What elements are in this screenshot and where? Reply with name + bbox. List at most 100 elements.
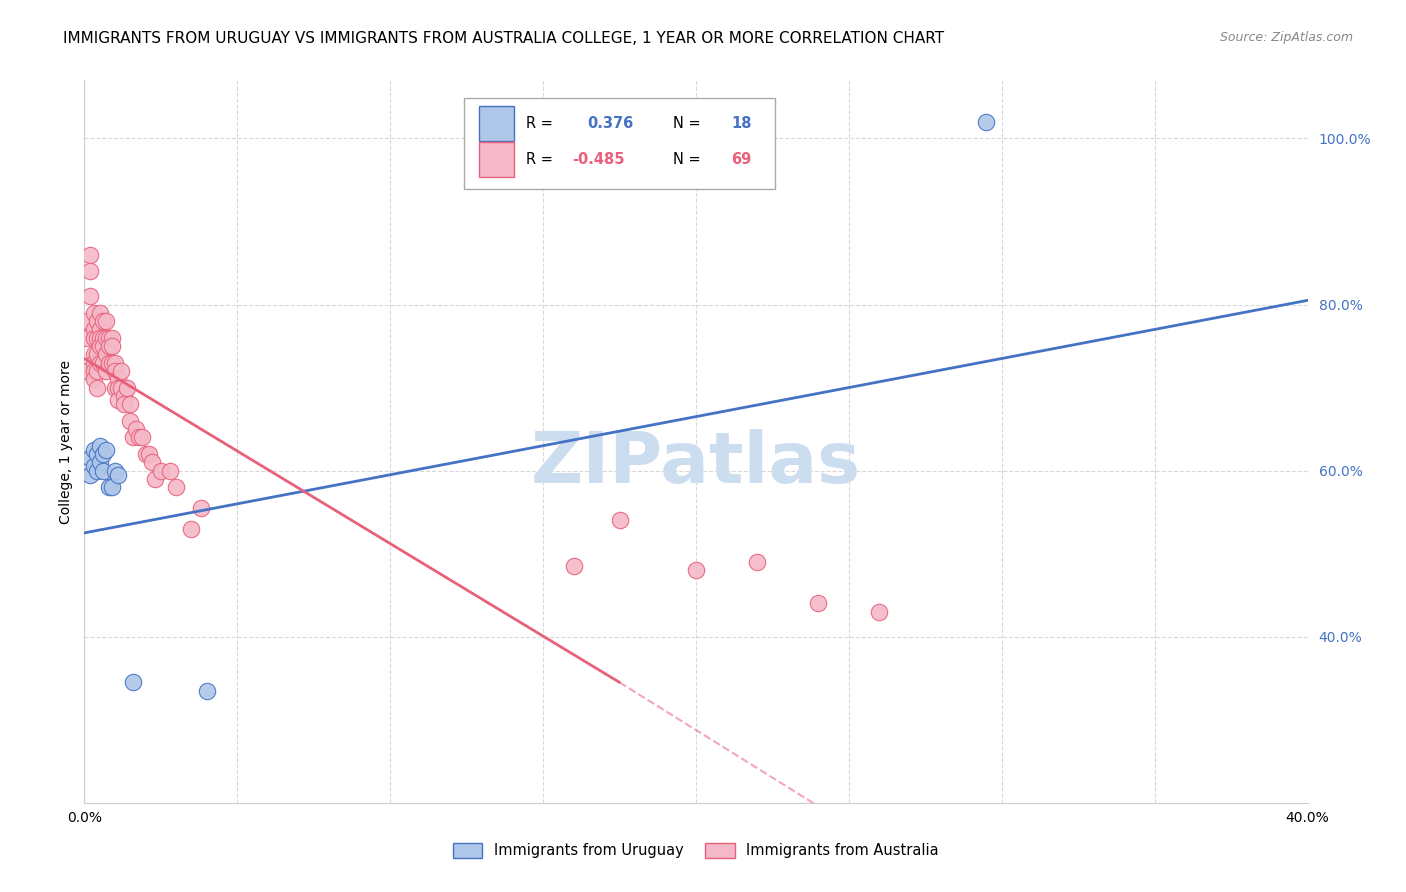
Text: N =: N = [672,153,700,168]
Point [128,430,150,444]
Point [107,380,129,394]
Point [94,442,117,457]
Point [120,414,142,428]
Point [110,364,132,378]
Point [159,464,181,478]
Point [86,364,108,378]
Legend: Immigrants from Uruguay, Immigrants from Australia: Immigrants from Uruguay, Immigrants from… [447,837,945,864]
Point [112,397,135,411]
Text: ZIPatlas: ZIPatlas [531,429,860,498]
Point [180,522,202,536]
Point [107,392,129,407]
Point [89,356,111,370]
Point [97,339,120,353]
Point [76,314,98,328]
Point [76,364,98,378]
Point [86,447,108,461]
FancyBboxPatch shape [464,98,776,189]
Point [89,331,111,345]
Point [104,464,127,478]
Point [190,500,212,515]
Text: R =: R = [526,116,553,131]
Point [101,356,124,370]
Point [195,683,218,698]
Point [976,115,998,129]
Point [89,439,111,453]
Point [94,314,117,328]
Point [83,322,105,336]
Text: 18: 18 [731,116,752,131]
Point [138,447,160,461]
Point [89,306,111,320]
Point [101,331,124,345]
Point [83,372,105,386]
Point [165,480,187,494]
Point [76,331,98,345]
Point [97,356,120,370]
Point [86,347,108,361]
Bar [479,106,513,141]
Point [101,480,124,494]
Point [131,430,153,444]
Point [89,455,111,469]
Point [83,306,105,320]
Point [86,314,108,328]
Point [89,339,111,353]
Point [97,480,120,494]
Point [149,464,172,478]
Text: 69: 69 [731,153,752,168]
Point [104,364,127,378]
Point [115,380,138,394]
Point [94,331,117,345]
Point [79,289,101,303]
Point [125,422,148,436]
Point [97,331,120,345]
Point [122,675,145,690]
Point [83,347,105,361]
Point [104,380,127,394]
Text: 0.376: 0.376 [588,116,633,131]
Point [86,464,108,478]
Point [86,331,108,345]
Text: N =: N = [672,116,700,131]
Point [110,380,132,394]
Point [91,314,114,328]
Point [94,364,117,378]
Point [91,464,114,478]
Point [101,339,124,353]
Point [79,467,101,482]
Point [83,442,105,457]
Point [79,451,101,466]
Point [79,248,101,262]
Point [107,467,129,482]
Text: IMMIGRANTS FROM URUGUAY VS IMMIGRANTS FROM AUSTRALIA COLLEGE, 1 YEAR OR MORE COR: IMMIGRANTS FROM URUGUAY VS IMMIGRANTS FR… [63,31,945,46]
Point [112,389,135,403]
Point [869,605,891,619]
Point [83,356,105,370]
Point [120,397,142,411]
Point [91,331,114,345]
Point [143,472,166,486]
Point [83,459,105,474]
Point [91,447,114,461]
Point [91,339,114,353]
Text: R =: R = [526,153,553,168]
Point [807,597,830,611]
Point [79,264,101,278]
Y-axis label: College, 1 year or more: College, 1 year or more [59,359,73,524]
Point [747,555,769,569]
Bar [479,143,513,178]
Point [107,372,129,386]
Point [609,513,631,527]
Point [91,356,114,370]
Point [122,430,145,444]
Point [104,356,127,370]
Point [141,455,163,469]
Point [94,347,117,361]
Point [135,447,157,461]
Point [83,331,105,345]
Point [86,380,108,394]
Point [89,322,111,336]
Point [562,559,585,574]
Point [83,364,105,378]
